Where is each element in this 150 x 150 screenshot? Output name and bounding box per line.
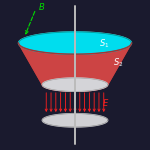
Polygon shape: [42, 114, 108, 127]
Polygon shape: [42, 78, 108, 91]
Polygon shape: [19, 43, 131, 91]
Polygon shape: [19, 32, 131, 85]
Text: $E$: $E$: [102, 97, 109, 108]
Text: $S_1$: $S_1$: [99, 38, 109, 50]
Text: $B$: $B$: [38, 1, 45, 12]
Text: $S_2$: $S_2$: [113, 56, 124, 69]
Polygon shape: [19, 32, 131, 54]
